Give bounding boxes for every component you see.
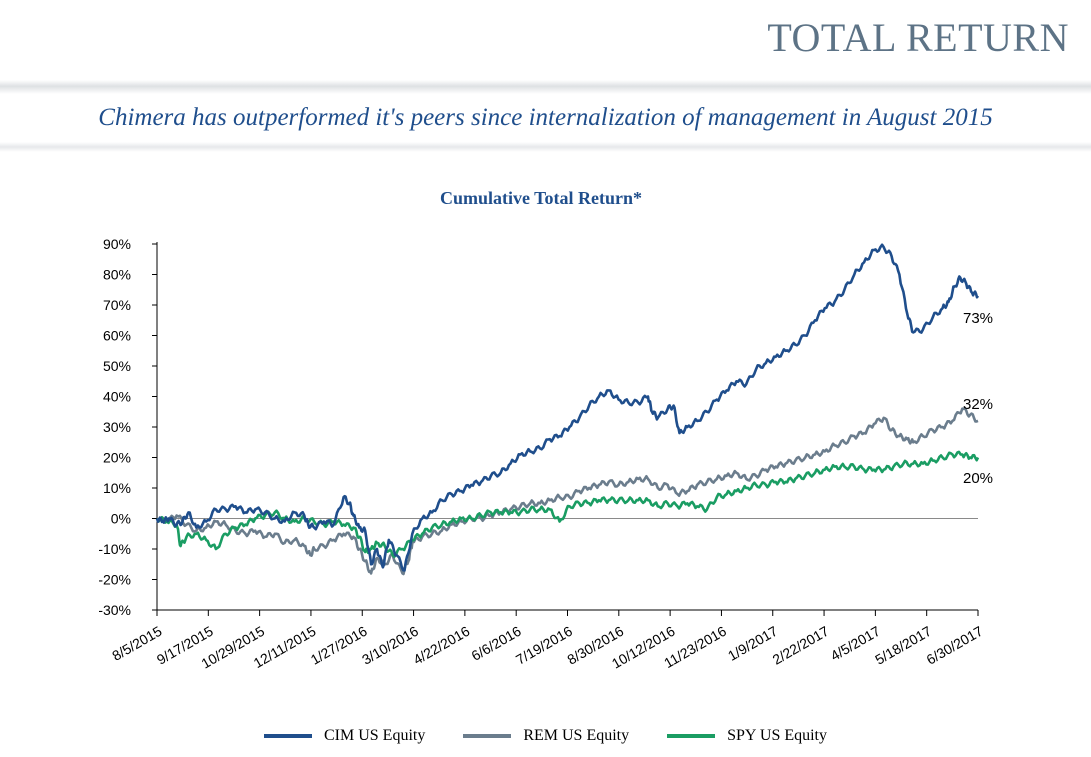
end-label-spy: 20% bbox=[963, 470, 993, 487]
x-tick-label: 2/22/2017 bbox=[770, 623, 832, 668]
header-shadow-band-bottom bbox=[0, 142, 1091, 152]
legend-swatch-cim bbox=[263, 734, 312, 738]
x-tick-label: 1/27/2016 bbox=[308, 623, 370, 668]
x-tick-label: 3/10/2016 bbox=[359, 623, 421, 668]
end-label-cim: 73% bbox=[963, 310, 993, 327]
y-tick-label: 10% bbox=[103, 480, 131, 496]
y-tick-label: 60% bbox=[103, 328, 131, 344]
legend-swatch-rem bbox=[463, 734, 512, 738]
x-tick-label: 4/22/2016 bbox=[410, 623, 472, 668]
y-tick-label: -10% bbox=[98, 541, 131, 557]
end-label-rem: 32% bbox=[963, 396, 993, 413]
legend-label-cim: CIM US Equity bbox=[323, 727, 426, 744]
slide-title: TOTAL RETURN bbox=[767, 15, 1069, 60]
y-tick-label: 80% bbox=[103, 267, 131, 283]
slide-subtitle: Chimera has outperformed it's peers sinc… bbox=[98, 104, 993, 131]
y-tick-label: 90% bbox=[103, 236, 131, 252]
legend-item-cim: CIM US Equity bbox=[263, 727, 426, 745]
x-tick-label: 6/30/2017 bbox=[924, 623, 986, 668]
x-tick-label: 5/18/2017 bbox=[872, 623, 934, 668]
legend-swatch-spy bbox=[667, 734, 716, 738]
header-shadow-band-top bbox=[0, 80, 1091, 94]
y-tick-label: 0% bbox=[111, 511, 131, 527]
series-line-cim bbox=[155, 243, 980, 572]
legend-label-spy: SPY US Equity bbox=[727, 727, 827, 744]
y-tick-label: 70% bbox=[103, 297, 131, 313]
y-tick-label: 50% bbox=[103, 358, 131, 374]
y-tick-label: -30% bbox=[98, 602, 131, 618]
series-line-spy bbox=[155, 450, 980, 558]
legend-item-spy: SPY US Equity bbox=[667, 727, 827, 745]
x-tick-label: 7/19/2016 bbox=[513, 623, 575, 668]
legend-item-rem: REM US Equity bbox=[463, 727, 629, 745]
legend-label-rem: REM US Equity bbox=[523, 727, 630, 744]
y-tick-label: 40% bbox=[103, 389, 131, 405]
y-tick-label: 30% bbox=[103, 419, 131, 435]
y-tick-label: 20% bbox=[103, 450, 131, 466]
y-tick-label: -20% bbox=[98, 572, 131, 588]
chart-legend: CIM US Equity REM US Equity SPY US Equit… bbox=[0, 727, 1091, 745]
series-line-rem bbox=[155, 406, 979, 576]
chart-title: Cumulative Total Return* bbox=[439, 188, 643, 208]
